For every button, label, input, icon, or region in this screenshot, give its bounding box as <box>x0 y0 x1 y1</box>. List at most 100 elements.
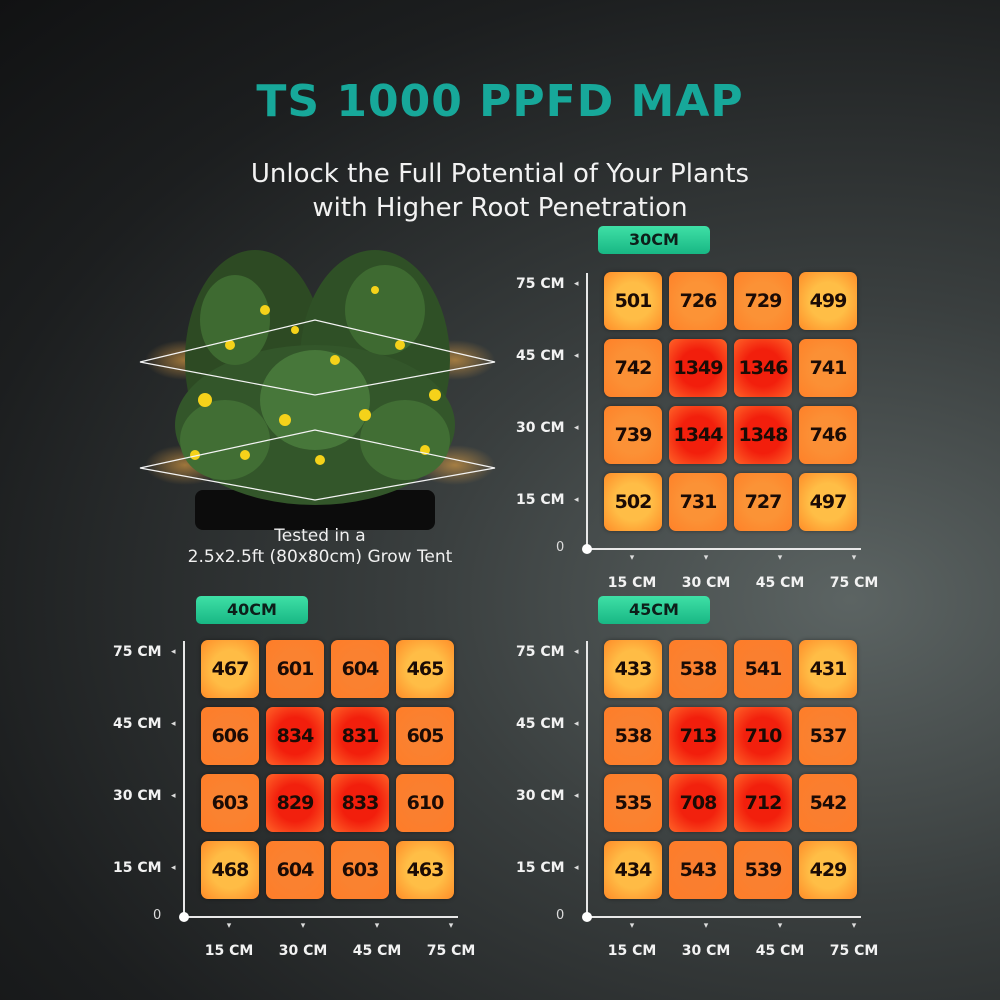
y-tick-mark: ◂ <box>574 279 579 289</box>
ppfd-cell: 538 <box>604 707 662 765</box>
ppfd-cell: 434 <box>604 841 662 899</box>
caption-line-1: Tested in a <box>274 526 366 546</box>
plant-illustration <box>139 250 496 530</box>
y-tick-mark: ◂ <box>171 791 176 801</box>
x-tick-mark: ▾ <box>300 921 306 931</box>
y-tick-label: 30 CM <box>113 788 162 804</box>
y-axis <box>183 641 185 916</box>
height-badge: 45CM <box>598 596 710 624</box>
x-tick-label: 75 CM <box>426 943 476 959</box>
ppfd-cell: 543 <box>669 841 727 899</box>
x-tick-label: 15 CM <box>607 575 657 591</box>
ppfd-cell: 726 <box>669 272 727 330</box>
x-tick-label: 15 CM <box>204 943 254 959</box>
x-tick-label: 15 CM <box>607 943 657 959</box>
x-tick-label: 30 CM <box>681 575 731 591</box>
ppfd-cell: 468 <box>201 841 259 899</box>
y-tick-mark: ◂ <box>171 647 176 657</box>
origin-label: 0 <box>556 908 565 923</box>
origin-label: 0 <box>153 908 162 923</box>
x-tick-mark: ▾ <box>777 921 783 931</box>
ppfd-cell: 712 <box>734 774 792 832</box>
x-tick-mark: ▾ <box>851 553 857 563</box>
ppfd-cell: 429 <box>799 841 857 899</box>
x-tick-label: 75 CM <box>829 575 879 591</box>
ppfd-cell: 463 <box>396 841 454 899</box>
x-tick-mark: ▾ <box>777 553 783 563</box>
ppfd-cell: 729 <box>734 272 792 330</box>
ppfd-cell: 497 <box>799 473 857 531</box>
y-tick-mark: ◂ <box>574 791 579 801</box>
ppfd-cell: 727 <box>734 473 792 531</box>
y-tick-mark: ◂ <box>171 719 176 729</box>
y-tick-mark: ◂ <box>171 863 176 873</box>
height-badge: 30CM <box>598 226 710 254</box>
y-tick-mark: ◂ <box>574 719 579 729</box>
x-axis <box>586 916 861 918</box>
y-tick-label: 30 CM <box>516 788 565 804</box>
origin-dot <box>179 912 189 922</box>
y-tick-label: 45 CM <box>516 716 565 732</box>
ppfd-cell: 467 <box>201 640 259 698</box>
ppfd-cell: 541 <box>734 640 792 698</box>
y-tick-label: 75 CM <box>516 644 565 660</box>
ppfd-cell: 1346 <box>734 339 792 397</box>
page-title: TS 1000 PPFD MAP <box>256 76 744 127</box>
subtitle-line-2: with Higher Root Penetration <box>312 193 688 223</box>
y-tick-label: 75 CM <box>516 276 565 292</box>
ppfd-cell: 603 <box>201 774 259 832</box>
x-tick-label: 30 CM <box>278 943 328 959</box>
y-axis <box>586 641 588 916</box>
x-tick-label: 45 CM <box>755 943 805 959</box>
x-tick-mark: ▾ <box>629 921 635 931</box>
y-tick-label: 75 CM <box>113 644 162 660</box>
subtitle-line-1: Unlock the Full Potential of Your Plants <box>250 159 750 189</box>
test-caption: Tested in a 2.5x2.5ft (80x80cm) Grow Ten… <box>140 526 500 568</box>
ppfd-cell: 742 <box>604 339 662 397</box>
x-axis <box>183 916 458 918</box>
ppfd-cell: 604 <box>266 841 324 899</box>
x-tick-mark: ▾ <box>851 921 857 931</box>
ppfd-cell: 465 <box>396 640 454 698</box>
ppfd-cell: 538 <box>669 640 727 698</box>
ppfd-cell: 1349 <box>669 339 727 397</box>
y-tick-label: 30 CM <box>516 420 565 436</box>
ppfd-cell: 539 <box>734 841 792 899</box>
y-tick-mark: ◂ <box>574 647 579 657</box>
origin-dot <box>582 544 592 554</box>
x-tick-label: 75 CM <box>829 943 879 959</box>
caption-line-2: 2.5x2.5ft (80x80cm) Grow Tent <box>187 547 453 567</box>
ppfd-cell: 501 <box>604 272 662 330</box>
ppfd-cell: 499 <box>799 272 857 330</box>
y-tick-label: 15 CM <box>113 860 162 876</box>
origin-label: 0 <box>556 540 565 555</box>
x-tick-mark: ▾ <box>703 553 709 563</box>
ppfd-cell: 739 <box>604 406 662 464</box>
ppfd-cell: 605 <box>396 707 454 765</box>
origin-dot <box>582 912 592 922</box>
ppfd-cell: 537 <box>799 707 857 765</box>
ppfd-cell: 603 <box>331 841 389 899</box>
x-tick-label: 45 CM <box>352 943 402 959</box>
ppfd-cell: 604 <box>331 640 389 698</box>
subtitle: Unlock the Full Potential of Your Plants… <box>0 157 1000 225</box>
ppfd-cell: 746 <box>799 406 857 464</box>
x-axis <box>586 548 861 550</box>
ppfd-cell: 710 <box>734 707 792 765</box>
ppfd-cell: 831 <box>331 707 389 765</box>
x-tick-mark: ▾ <box>703 921 709 931</box>
y-tick-label: 45 CM <box>113 716 162 732</box>
ppfd-cell: 502 <box>604 473 662 531</box>
ppfd-cell: 1348 <box>734 406 792 464</box>
y-tick-label: 45 CM <box>516 348 565 364</box>
ppfd-cell: 535 <box>604 774 662 832</box>
ppfd-cell: 834 <box>266 707 324 765</box>
ppfd-cell: 713 <box>669 707 727 765</box>
ppfd-cell: 731 <box>669 473 727 531</box>
x-tick-mark: ▾ <box>374 921 380 931</box>
ppfd-cell: 610 <box>396 774 454 832</box>
ppfd-cell: 1344 <box>669 406 727 464</box>
ppfd-cell: 708 <box>669 774 727 832</box>
x-tick-mark: ▾ <box>226 921 232 931</box>
ppfd-cell: 601 <box>266 640 324 698</box>
